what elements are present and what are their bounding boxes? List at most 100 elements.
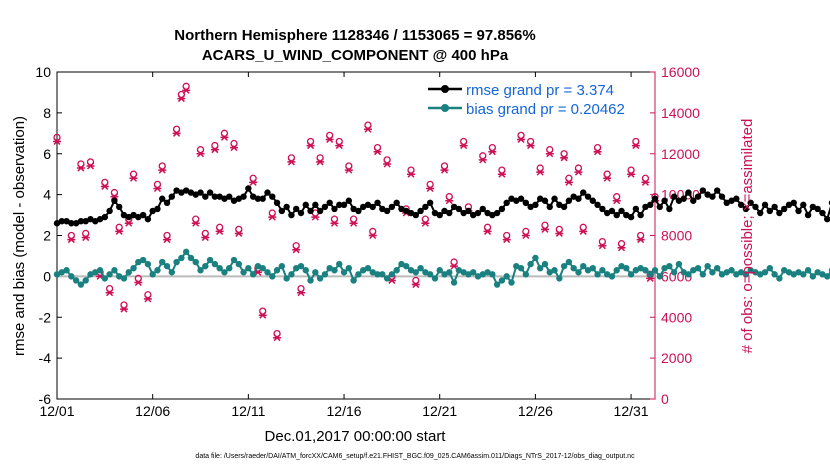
rmse-point <box>450 203 458 211</box>
bias-point <box>752 269 759 276</box>
rmse-point <box>766 207 774 215</box>
legend-rmse-marker <box>441 85 449 93</box>
bias-point <box>240 269 247 276</box>
obs-assimilated-marker <box>76 164 85 172</box>
bias-point <box>226 265 233 272</box>
bias-point <box>383 275 391 282</box>
obs-possible-marker <box>450 258 458 266</box>
bias-point <box>661 265 668 272</box>
bias-point <box>517 265 525 272</box>
rmse-point <box>503 199 510 206</box>
obs-possible-marker <box>230 139 238 148</box>
bias-point <box>422 269 429 276</box>
rmse-point <box>259 195 266 202</box>
rmse-point <box>575 195 582 202</box>
rmse-point <box>173 187 180 194</box>
bias-point <box>522 271 530 278</box>
obs-possible-marker <box>440 162 449 170</box>
rmse-point <box>115 203 123 211</box>
rmse-point <box>513 197 520 204</box>
bias-point <box>474 273 482 280</box>
obs-possible-marker <box>182 82 190 90</box>
rmse-point <box>508 195 515 202</box>
rmse-point <box>63 217 70 225</box>
rmse-point <box>125 213 132 221</box>
obs-assimilated-marker <box>124 219 133 227</box>
bias-point <box>393 267 400 274</box>
obs-assimilated-marker <box>574 168 583 176</box>
obs-possible-marker <box>201 229 209 238</box>
rmse-point <box>182 187 190 194</box>
y-right-tick-label: 12000 <box>661 146 700 162</box>
bias-point <box>197 267 204 274</box>
rmse-point <box>149 207 156 215</box>
bias-point <box>72 277 80 284</box>
obs-possible-marker <box>498 166 506 174</box>
rmse-point <box>565 197 573 204</box>
rmse-point <box>297 209 305 217</box>
obs-assimilated-marker <box>411 281 420 289</box>
obs-assimilated-marker <box>134 278 143 287</box>
rmse-series <box>53 185 830 227</box>
obs-possible-marker <box>613 193 621 201</box>
obs-assimilated-marker <box>220 133 229 141</box>
bias-point <box>599 267 606 274</box>
obs-assimilated-marker <box>316 158 325 166</box>
bias-point <box>723 269 730 276</box>
bias-point <box>278 262 286 270</box>
plot-area <box>56 71 656 400</box>
rmse-point <box>790 199 797 206</box>
bias-point <box>570 265 577 272</box>
bias-point <box>800 271 807 278</box>
obs-assimilated-marker <box>363 125 372 133</box>
obs-possible-marker <box>373 143 382 152</box>
rmse-point <box>120 211 128 219</box>
rmse-point <box>800 201 807 209</box>
bias-point <box>355 271 362 278</box>
bias-point <box>618 262 625 270</box>
y-right-tick-label: 2000 <box>661 350 692 366</box>
obs-assimilated-marker <box>426 184 435 193</box>
obs-possible-marker <box>517 131 525 140</box>
rmse-point <box>728 197 735 204</box>
obs-possible-marker <box>503 231 511 240</box>
obs-possible-marker <box>445 193 453 201</box>
bias-point <box>699 271 707 278</box>
obs-possible-marker <box>287 154 296 162</box>
y-left-tick-label: 2 <box>43 228 51 244</box>
obs-possible-marker <box>292 242 300 250</box>
obs-assimilated-marker <box>129 174 138 182</box>
obs-assimilated-marker <box>641 178 650 186</box>
obs-possible-marker <box>163 231 171 240</box>
x-tick-label: 12/06 <box>135 403 170 419</box>
bias-point <box>584 267 592 274</box>
obs-assimilated-marker <box>612 197 621 205</box>
rmse-point <box>709 193 716 200</box>
obs-possible-marker <box>522 227 530 236</box>
rmse-point <box>584 193 592 200</box>
bias-point <box>340 269 348 276</box>
bias-point <box>728 267 735 274</box>
bias-point <box>498 277 506 284</box>
rmse-point <box>369 203 376 211</box>
bias-point <box>130 265 137 272</box>
bias-point <box>273 267 281 274</box>
obs-assimilated-marker <box>196 150 205 158</box>
obs-possible-marker <box>220 129 229 137</box>
rmse-point <box>336 201 343 209</box>
obs-possible-marker <box>603 170 611 178</box>
obs-assimilated-marker <box>445 197 454 205</box>
rmse-point <box>776 209 783 217</box>
rmse-point <box>618 207 625 215</box>
rmse-point <box>785 201 793 209</box>
rmse-point <box>283 203 290 211</box>
obs-possible-marker <box>426 180 434 189</box>
obs-possible-marker <box>383 156 391 164</box>
rmse-point <box>474 209 482 217</box>
bias-point <box>297 262 305 270</box>
bias-point <box>283 275 290 282</box>
obs-possible-marker <box>153 180 162 189</box>
obs-possible-marker <box>105 284 114 293</box>
